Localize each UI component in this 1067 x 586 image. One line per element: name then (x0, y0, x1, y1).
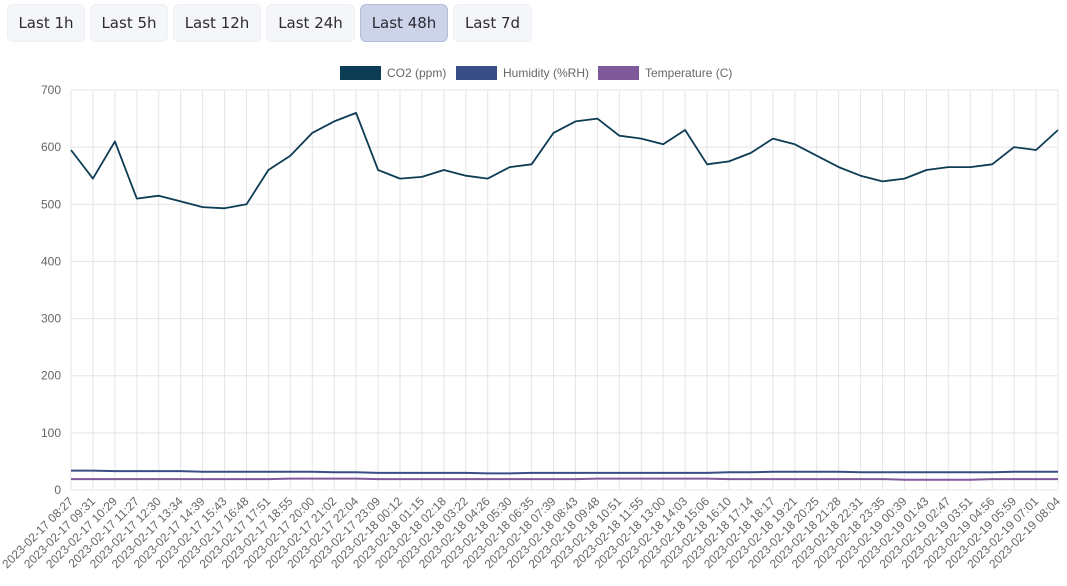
chart-legend: CO2 (ppm) Humidity (%RH) Temperature (C) (340, 66, 732, 80)
y-tick-label: 400 (41, 254, 61, 268)
series-line-humidity (71, 469, 1058, 475)
series-line-co2 (70, 112, 1059, 210)
y-tick-label: 300 (41, 312, 61, 326)
legend-swatch-humidity (456, 66, 497, 80)
y-tick-label: 200 (41, 369, 61, 383)
y-tick-label: 100 (41, 426, 61, 440)
y-tick-label: 600 (41, 140, 61, 154)
range-last-12h-button[interactable]: Last 12h (173, 4, 261, 42)
legend-swatch-temperature (598, 66, 639, 80)
chart-grid (70, 89, 1059, 491)
legend-label-temperature[interactable]: Temperature (C) (645, 66, 732, 80)
legend-swatch-co2 (340, 66, 381, 80)
range-last-24h-button[interactable]: Last 24h (266, 4, 355, 42)
range-last-1h-button[interactable]: Last 1h (7, 4, 85, 42)
legend-label-co2[interactable]: CO2 (ppm) (387, 66, 446, 80)
range-last-48h-button[interactable]: Last 48h (360, 4, 448, 42)
series-lines (70, 112, 1059, 481)
range-last-7d-button[interactable]: Last 7d (453, 4, 532, 42)
range-last-5h-button[interactable]: Last 5h (90, 4, 168, 42)
y-tick-label: 700 (41, 83, 61, 97)
legend-label-humidity[interactable]: Humidity (%RH) (503, 66, 589, 80)
series-line-temperature (71, 477, 1058, 481)
y-tick-label: 0 (54, 483, 61, 497)
y-axis: 0 100 200 300 400 500 600 700 (41, 83, 61, 497)
y-tick-label: 500 (41, 197, 61, 211)
